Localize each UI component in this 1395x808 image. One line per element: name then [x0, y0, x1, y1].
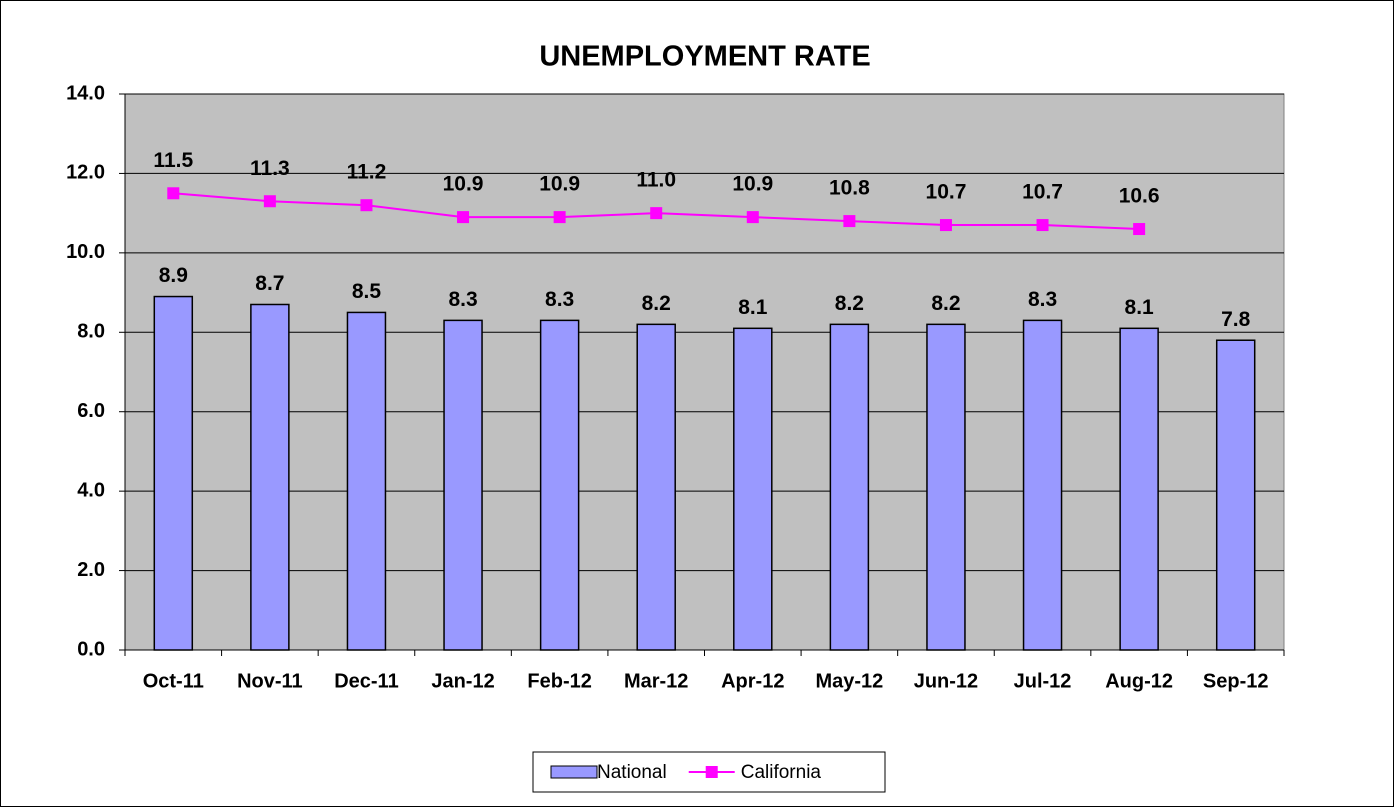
- data-label: 11.5: [153, 149, 193, 172]
- bar: [636, 323, 676, 651]
- marker: [263, 195, 276, 208]
- marker: [650, 207, 663, 220]
- data-label: 7.8: [1221, 308, 1251, 331]
- data-label: 8.9: [159, 264, 188, 287]
- data-label: 8.2: [931, 292, 960, 315]
- y-tick-label: 4.0: [77, 479, 105, 501]
- data-label: 11.2: [347, 161, 387, 184]
- x-tick-label: Aug-12: [1105, 670, 1173, 692]
- legend-label: National: [597, 762, 667, 783]
- x-tick-label: Feb-12: [527, 670, 591, 692]
- data-label: 11.0: [636, 169, 676, 192]
- y-tick-label: 0.0: [77, 638, 105, 660]
- marker: [939, 219, 952, 232]
- data-label: 8.3: [448, 288, 477, 311]
- bar: [1022, 319, 1063, 651]
- marker: [553, 211, 566, 224]
- marker: [1036, 219, 1049, 232]
- x-tick-label: Nov-11: [237, 670, 303, 692]
- data-label: 10.7: [926, 181, 967, 204]
- y-tick-label: 14.0: [66, 82, 105, 104]
- legend-label: California: [741, 762, 822, 783]
- bar: [346, 311, 387, 651]
- y-tick-label: 6.0: [77, 400, 105, 422]
- x-tick-label: Oct-11: [143, 670, 204, 692]
- bar: [153, 295, 194, 651]
- data-label: 8.7: [255, 272, 284, 295]
- y-tick-label: 12.0: [66, 162, 105, 184]
- data-label: 8.1: [1125, 296, 1155, 319]
- bar: [539, 319, 580, 651]
- bar: [1119, 327, 1159, 651]
- y-tick-label: 10.0: [66, 241, 105, 263]
- marker: [843, 215, 856, 228]
- chart-title: UNEMPLOYMENT RATE: [539, 41, 870, 73]
- data-label: 8.1: [738, 296, 768, 319]
- data-label: 11.3: [250, 157, 290, 180]
- y-tick-label: 2.0: [77, 559, 105, 581]
- data-label: 8.5: [352, 280, 382, 303]
- bar: [733, 327, 773, 651]
- bar: [829, 323, 870, 651]
- marker: [457, 211, 470, 224]
- y-tick-label: 8.0: [77, 321, 105, 343]
- x-tick-label: Jun-12: [914, 670, 978, 692]
- marker: [1133, 223, 1146, 236]
- data-label: 8.2: [642, 292, 671, 315]
- bar: [443, 319, 483, 651]
- bar: [1215, 339, 1256, 651]
- data-label: 8.2: [835, 292, 864, 315]
- data-label: 10.9: [443, 173, 484, 196]
- data-label: 10.8: [829, 177, 870, 200]
- legend-swatch: [705, 766, 718, 778]
- legend-swatch: [550, 765, 598, 779]
- data-label: 8.3: [545, 288, 574, 311]
- marker: [746, 211, 759, 224]
- x-tick-label: Mar-12: [624, 670, 688, 692]
- data-label: 10.6: [1119, 185, 1160, 208]
- marker: [167, 187, 180, 200]
- data-label: 8.3: [1028, 288, 1057, 311]
- x-tick-label: Sep-12: [1203, 670, 1269, 692]
- marker: [360, 199, 373, 212]
- x-tick-label: Apr-12: [721, 670, 784, 692]
- bar: [926, 323, 966, 651]
- data-label: 10.7: [1022, 181, 1063, 204]
- data-label: 10.9: [539, 173, 580, 196]
- x-tick-label: Jul-12: [1014, 670, 1072, 692]
- data-label: 10.9: [732, 173, 773, 196]
- x-tick-label: Dec-11: [334, 670, 399, 692]
- bar: [250, 303, 290, 651]
- x-tick-label: Jan-12: [431, 670, 494, 692]
- x-tick-label: May-12: [815, 670, 883, 692]
- plot-area: [124, 93, 1285, 651]
